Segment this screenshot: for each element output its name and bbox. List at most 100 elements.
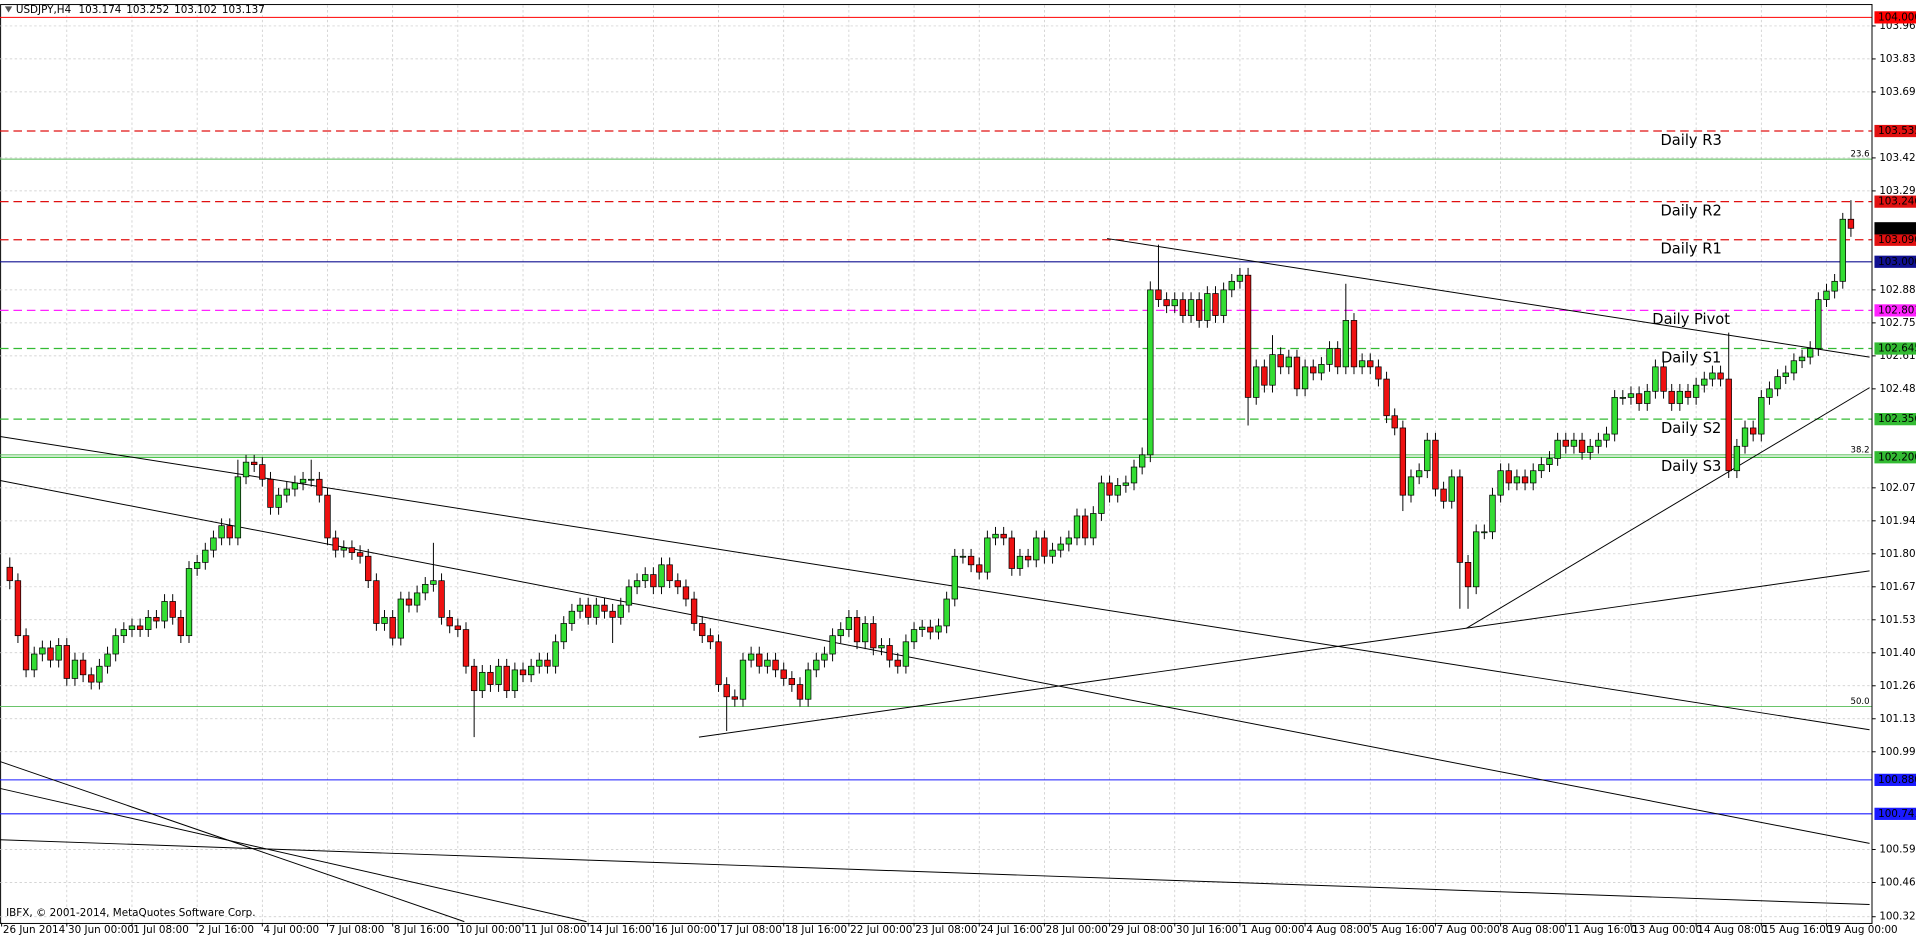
candle-body <box>633 580 641 588</box>
candle-body <box>202 549 209 563</box>
candle-body <box>576 604 584 612</box>
candle-body <box>454 625 462 630</box>
candle-body <box>210 537 217 551</box>
candle-body <box>1016 555 1024 569</box>
candle-body <box>462 629 470 667</box>
candle-body <box>756 653 763 667</box>
candle-body <box>976 564 983 573</box>
candle-body <box>902 641 910 667</box>
y-tick-label: 100.995 <box>1879 746 1916 758</box>
candle-body <box>71 659 79 679</box>
candle-body <box>340 547 347 551</box>
candle-body <box>1033 537 1040 561</box>
y-tick-label: 103.830 <box>1879 53 1916 65</box>
candle-body <box>332 537 339 551</box>
candle-body <box>861 623 869 643</box>
candle-body <box>1733 445 1741 472</box>
level-name: Daily R3 <box>1661 132 1722 149</box>
candle-body <box>185 568 193 637</box>
x-tick-label: 7 Jul 08:00 <box>329 924 385 936</box>
candle-body <box>250 461 258 465</box>
candle-body <box>813 659 820 671</box>
levels: 23.6 38.2 50.0 Daily R3 Daily R2 Daily R1 Dail… <box>0 16 1873 815</box>
candle-body <box>1554 439 1561 459</box>
x-tick-label: 5 Aug 16:00 <box>1371 924 1434 936</box>
candle-body <box>1823 290 1830 301</box>
x-tick-label: 4 Jul 00:00 <box>264 924 320 936</box>
candle-body <box>316 478 323 496</box>
level-name: Daily Pivot <box>1652 311 1730 328</box>
candle-body <box>1228 280 1235 291</box>
level-label: 102.801 <box>1878 304 1916 316</box>
candle-body <box>1342 320 1350 368</box>
candle-body <box>1114 485 1121 496</box>
candle-body <box>348 547 356 553</box>
candle-body <box>153 616 160 622</box>
candle-body <box>1057 543 1064 551</box>
candle-body <box>788 678 796 685</box>
level-box <box>1874 11 1916 24</box>
x-tick-label: 16 Jul 00:00 <box>655 924 717 936</box>
candle-body <box>1310 366 1317 374</box>
y-tick-label: 103.695 <box>1879 86 1916 98</box>
candle-body <box>120 629 128 637</box>
x-tick-label: 15 Aug 16:00 <box>1763 924 1833 936</box>
x-tick-label: 11 Jul 08:00 <box>524 924 586 936</box>
candle-body <box>984 537 991 573</box>
candle-body <box>1440 488 1447 502</box>
candle-body <box>527 665 535 676</box>
candle-body <box>1684 390 1692 398</box>
candle-body <box>1644 390 1651 404</box>
candle-body <box>1212 293 1219 316</box>
candle-body <box>1024 555 1032 561</box>
candle-body <box>193 562 201 569</box>
candle-body <box>1749 427 1757 435</box>
candle-body <box>1244 274 1252 398</box>
candle-body <box>658 564 665 588</box>
x-tick-label: 18 Jul 16:00 <box>785 924 847 936</box>
candle-body <box>642 574 649 582</box>
candle-body <box>796 684 804 700</box>
candle-body <box>1546 458 1553 465</box>
level-label: 100.741 <box>1878 808 1916 820</box>
candle-body <box>1652 366 1659 392</box>
x-tick-label: 17 Jul 08:00 <box>720 924 782 936</box>
candle-body <box>886 645 893 661</box>
candle-body <box>1318 364 1325 374</box>
candle-body <box>1065 537 1073 545</box>
candle-body <box>136 625 144 630</box>
candle-body <box>853 616 861 643</box>
level-box <box>1874 195 1916 208</box>
x-tick-label: 26 Jun 2014 <box>3 924 66 936</box>
candle-body <box>169 601 176 618</box>
candle-body <box>1179 299 1187 316</box>
candles <box>6 200 1855 738</box>
candle-body <box>1741 427 1749 447</box>
y-tick-label: 102.480 <box>1879 383 1916 395</box>
candle-body <box>1301 366 1309 390</box>
candle-body <box>242 461 250 478</box>
candle-body <box>291 482 299 490</box>
candle-body <box>1603 433 1610 441</box>
candle-body <box>1098 482 1105 514</box>
candle-body <box>1464 562 1472 588</box>
grid <box>0 5 1873 923</box>
candle-body <box>1261 366 1268 386</box>
candle-body <box>1717 372 1724 380</box>
y-tick-label: 102.075 <box>1879 482 1916 494</box>
candle-body <box>145 616 152 630</box>
level-box <box>1874 413 1916 426</box>
candle-body <box>536 659 543 667</box>
candle-body <box>1587 445 1594 453</box>
level-label: 104.000 <box>1878 11 1916 23</box>
candle-body <box>275 494 282 508</box>
candle-body <box>487 671 494 685</box>
candle-body <box>1790 360 1798 374</box>
candle-body <box>218 525 225 539</box>
candle-body <box>479 671 486 692</box>
candle-body <box>1106 482 1113 496</box>
candle-body <box>1155 289 1162 301</box>
x-tick-label: 4 Aug 08:00 <box>1306 924 1369 936</box>
candle-body <box>992 533 999 539</box>
level-box <box>1874 451 1916 464</box>
